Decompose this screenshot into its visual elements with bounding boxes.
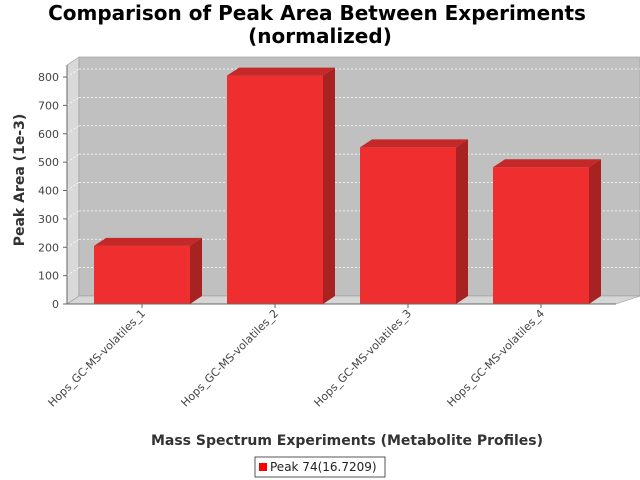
gridline-wall: [66, 68, 80, 78]
legend-box: [254, 456, 386, 478]
x-tick-label: Hops_GC-MS-volatiles_1: [46, 307, 149, 410]
y-tick-label: 600: [38, 128, 59, 141]
y-tick-label: 400: [38, 185, 59, 198]
x-axis: Hops_GC-MS-volatiles_1 Hops_GC-MS-volatil…: [46, 303, 616, 410]
chart-title-line2: (normalized): [248, 24, 392, 48]
y-tick-label: 500: [38, 156, 59, 169]
legend: Peak 74(16.7209): [254, 456, 386, 478]
bar: [227, 67, 335, 304]
legend-swatch: [259, 463, 267, 471]
bar-front: [360, 147, 456, 304]
gridline-wall: [66, 97, 80, 106]
bar-side: [190, 237, 202, 304]
x-axis-title: Mass Spectrum Experiments (Metabolite Pr…: [151, 433, 543, 449]
bar-side: [589, 159, 601, 304]
x-tick-label: Hops_GC-MS-volatiles_3: [312, 307, 415, 410]
y-tick-label: 700: [38, 99, 59, 112]
y-axis-title: Peak Area (1e-3): [12, 114, 28, 247]
bar-top: [493, 159, 601, 168]
y-tick-label: 800: [38, 71, 59, 84]
bar-front: [94, 245, 190, 304]
plot-left-wall: [66, 56, 80, 305]
bars: [94, 67, 601, 304]
gridline-wall: [66, 182, 80, 191]
chart-title-line1: Comparison of Peak Area Between Experime…: [48, 1, 586, 25]
bar: [94, 237, 202, 304]
bar-top: [360, 139, 468, 148]
bar-side: [456, 139, 468, 304]
gridline-wall: [66, 267, 80, 276]
gridline-wall: [66, 125, 80, 135]
gridline-wall: [66, 238, 80, 248]
bar: [360, 139, 468, 304]
bar-top: [94, 237, 202, 246]
bar-front: [493, 167, 589, 304]
y-tick-label: 300: [38, 213, 59, 226]
bar-top: [227, 67, 335, 76]
y-tick-label: 0: [52, 298, 59, 311]
y-tick-label: 200: [38, 241, 59, 254]
bar: [493, 159, 601, 304]
x-tick-label: Hops_GC-MS-volatiles_2: [179, 307, 282, 410]
y-tick-label: 100: [38, 270, 59, 283]
gridline-wall: [66, 210, 80, 220]
x-tick-label: Hops_GC-MS-volatiles_4: [445, 307, 548, 410]
bar-side: [323, 67, 335, 304]
legend-label: Peak 74(16.7209): [270, 460, 377, 474]
y-axis: 0 100 200 300 400 500 600 700 800: [38, 65, 68, 311]
bar-front: [227, 75, 323, 304]
gridline-wall: [66, 153, 80, 163]
